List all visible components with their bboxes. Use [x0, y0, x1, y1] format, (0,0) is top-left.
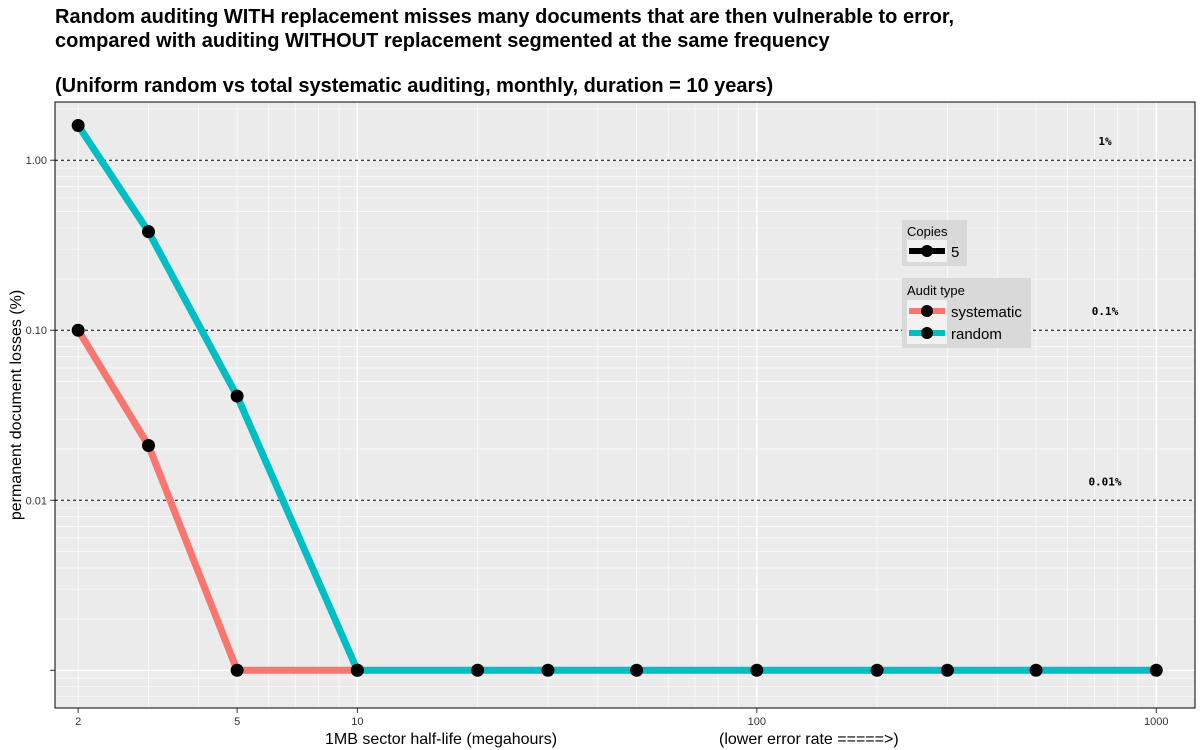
x-tick-label: 5 [234, 716, 240, 728]
plot-panel [55, 102, 1195, 708]
legend-random-label: random [951, 326, 1002, 343]
data-point-random [71, 119, 85, 133]
legend-audit: Audit type systematic random [902, 278, 1031, 348]
reference-line-label: 0.1% [1092, 305, 1119, 318]
legend-copies: Copies 5 [902, 220, 967, 266]
x-axis-label: 1MB sector half-life (megahours) [325, 731, 557, 748]
chart-title-line-1: Random auditing WITH replacement misses … [55, 6, 955, 28]
y-axis-ticks: 1.00 0.10 0.01 [26, 155, 55, 671]
plot-border [54, 101, 1196, 709]
data-point-random [940, 663, 954, 677]
series-line-random [75, 123, 1157, 674]
data-point-random [541, 663, 555, 677]
legend-copies-title: Copies [907, 224, 948, 239]
series-group [71, 119, 1163, 677]
x-tick-label: 1000 [1144, 716, 1168, 728]
data-point-random [750, 663, 764, 677]
legend-systematic-label: systematic [951, 304, 1022, 321]
y-tick-label: 0.01 [26, 495, 47, 507]
x-tick-label: 100 [748, 716, 766, 728]
x-tick-label: 2 [75, 716, 81, 728]
data-point-random [1149, 663, 1163, 677]
data-point-random [142, 225, 156, 239]
data-point-random [350, 663, 364, 677]
reference-line-label: 1% [1098, 135, 1112, 148]
y-axis-label: permanent document losses (%) [8, 290, 25, 520]
legend-systematic-point [921, 305, 933, 317]
data-point-systematic [71, 323, 85, 337]
legend-copies-point [921, 245, 933, 257]
data-point-systematic [230, 663, 244, 677]
data-point-random [630, 663, 644, 677]
data-point-random [1029, 663, 1043, 677]
y-tick-label: 0.10 [26, 325, 47, 337]
legend-audit-title: Audit type [907, 283, 965, 298]
y-tick-label: 1.00 [26, 155, 47, 167]
chart-title-line-2: compared with auditing WITHOUT replaceme… [55, 30, 830, 52]
series-line-systematic [75, 328, 358, 674]
reference-line-label: 0.01% [1088, 475, 1121, 488]
legend-random-point [921, 327, 933, 339]
x-axis-note: (lower error rate =====>) [719, 731, 899, 748]
data-point-random [230, 389, 244, 403]
data-point-systematic [142, 438, 156, 452]
x-axis-ticks: 2 5 10 100 1000 [75, 708, 1169, 728]
legend-copies-label: 5 [951, 244, 959, 261]
data-point-random [471, 663, 485, 677]
chart-subtitle: (Uniform random vs total systematic audi… [55, 75, 774, 97]
grid-lines [55, 102, 1195, 709]
x-tick-label: 10 [351, 716, 363, 728]
data-point-random [870, 663, 884, 677]
